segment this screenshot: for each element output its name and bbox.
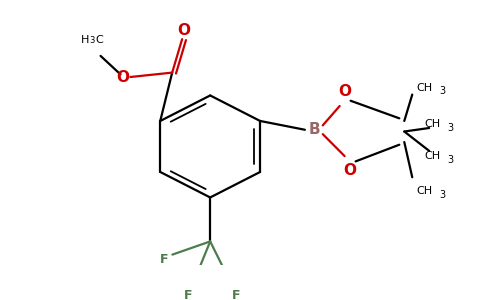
Text: 3: 3 [439,190,445,200]
Text: B: B [309,122,320,137]
Text: C: C [96,35,104,45]
Text: 3: 3 [447,155,453,165]
Text: O: O [116,70,129,85]
Text: F: F [160,253,169,266]
Text: F: F [232,290,240,300]
Text: 3: 3 [439,86,445,96]
Text: 3: 3 [447,123,453,133]
Text: 3: 3 [89,36,94,45]
Text: O: O [178,23,191,38]
Text: CH: CH [416,186,432,196]
Text: O: O [343,163,356,178]
Text: CH: CH [424,151,440,161]
Text: F: F [184,290,193,300]
Text: O: O [338,85,351,100]
Text: CH: CH [416,82,432,93]
Text: CH: CH [424,119,440,130]
Text: H: H [80,35,89,45]
